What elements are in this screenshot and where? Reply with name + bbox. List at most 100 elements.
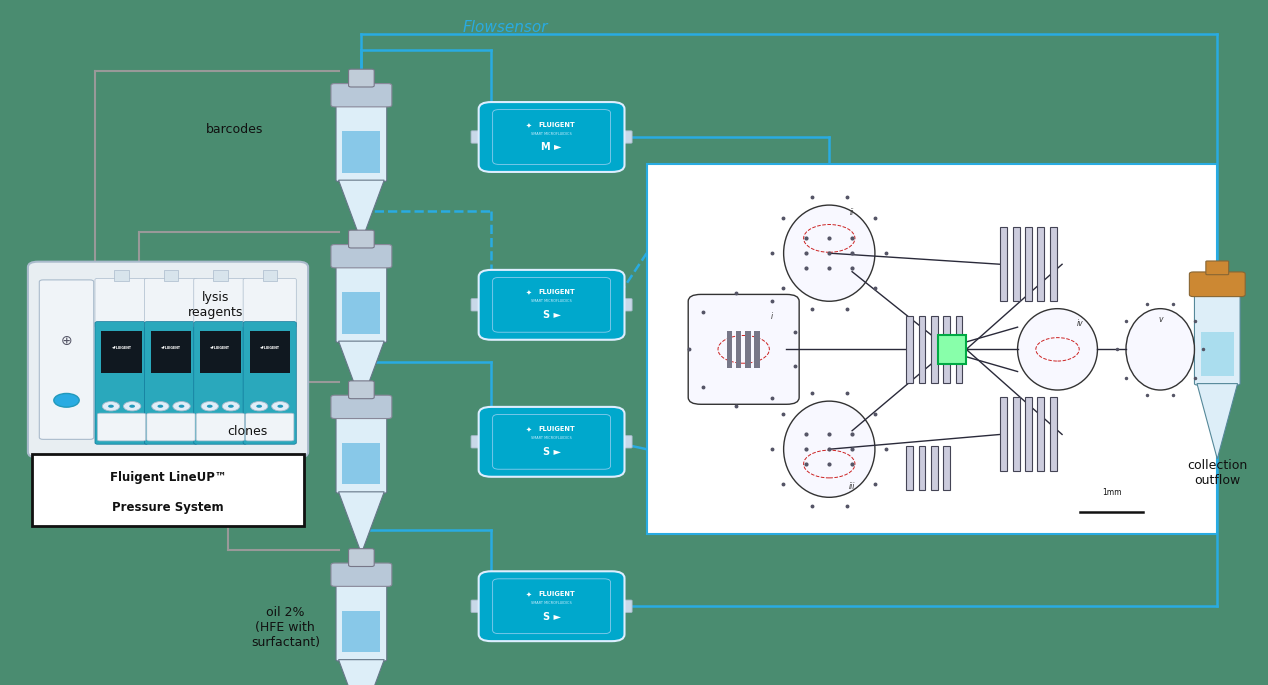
FancyBboxPatch shape (336, 103, 387, 182)
FancyBboxPatch shape (472, 600, 492, 612)
FancyBboxPatch shape (1189, 272, 1245, 297)
Bar (943, 445, 950, 490)
Bar (1000, 397, 1007, 471)
Bar (647, 164, 1217, 534)
Bar (931, 316, 938, 383)
FancyBboxPatch shape (1194, 293, 1240, 385)
Polygon shape (339, 492, 384, 553)
Text: ✦FLUIGENT: ✦FLUIGENT (112, 346, 132, 350)
Bar (918, 445, 926, 490)
Circle shape (222, 401, 240, 411)
FancyBboxPatch shape (95, 278, 148, 327)
Text: 1mm: 1mm (1102, 488, 1121, 497)
Text: ✦: ✦ (526, 427, 531, 433)
FancyBboxPatch shape (472, 131, 492, 143)
Text: ✦: ✦ (526, 592, 531, 597)
Text: ✦: ✦ (526, 123, 531, 128)
FancyBboxPatch shape (479, 102, 624, 172)
Text: FLUIGENT: FLUIGENT (539, 122, 574, 127)
Text: lysis
reagents: lysis reagents (188, 291, 243, 319)
Polygon shape (339, 341, 384, 403)
Bar (744, 331, 751, 368)
Bar (1201, 332, 1234, 377)
FancyBboxPatch shape (145, 278, 198, 327)
Bar (262, 271, 276, 282)
Bar (943, 316, 950, 383)
Bar (907, 316, 913, 383)
Text: ✦FLUIGENT: ✦FLUIGENT (210, 346, 231, 350)
Circle shape (129, 405, 134, 408)
FancyBboxPatch shape (331, 395, 392, 419)
Text: SMART MICROFLUIDICS: SMART MICROFLUIDICS (531, 436, 572, 440)
FancyBboxPatch shape (243, 278, 297, 327)
Bar (1000, 227, 1007, 301)
Bar (938, 334, 966, 364)
Text: FLUIGENT: FLUIGENT (539, 427, 574, 432)
FancyBboxPatch shape (197, 413, 245, 441)
FancyBboxPatch shape (194, 322, 247, 444)
Circle shape (256, 405, 262, 408)
Text: ✦FLUIGENT: ✦FLUIGENT (260, 346, 280, 350)
FancyBboxPatch shape (479, 571, 624, 641)
Circle shape (157, 405, 164, 408)
Bar (114, 271, 129, 282)
FancyBboxPatch shape (331, 84, 392, 107)
Text: ✦: ✦ (526, 290, 531, 296)
Bar (342, 132, 380, 173)
FancyBboxPatch shape (611, 131, 631, 143)
FancyBboxPatch shape (336, 415, 387, 493)
Circle shape (53, 393, 79, 407)
Bar (1013, 227, 1019, 301)
Text: SMART MICROFLUIDICS: SMART MICROFLUIDICS (531, 601, 572, 605)
Bar (164, 271, 179, 282)
Circle shape (202, 401, 218, 411)
FancyBboxPatch shape (28, 262, 308, 458)
Bar (101, 332, 142, 373)
Text: SMART MICROFLUIDICS: SMART MICROFLUIDICS (531, 132, 572, 136)
FancyBboxPatch shape (39, 280, 94, 439)
Bar (1050, 227, 1056, 301)
Text: Pressure System: Pressure System (112, 501, 224, 514)
Text: collection
outflow: collection outflow (1187, 459, 1248, 487)
FancyBboxPatch shape (95, 322, 148, 444)
Bar (918, 316, 926, 383)
FancyBboxPatch shape (336, 583, 387, 661)
Text: ⊕: ⊕ (61, 334, 72, 348)
FancyBboxPatch shape (611, 600, 631, 612)
FancyBboxPatch shape (194, 278, 247, 327)
FancyBboxPatch shape (479, 407, 624, 477)
FancyBboxPatch shape (472, 436, 492, 448)
FancyBboxPatch shape (246, 413, 294, 441)
Bar (1013, 397, 1019, 471)
FancyBboxPatch shape (689, 295, 799, 404)
FancyBboxPatch shape (147, 413, 195, 441)
Text: clones: clones (227, 425, 268, 438)
Text: S ►: S ► (543, 447, 560, 457)
Text: barcodes: barcodes (205, 123, 264, 136)
Text: i: i (771, 312, 773, 321)
Bar (1025, 397, 1032, 471)
Bar (342, 611, 380, 652)
Bar (727, 331, 733, 368)
Bar (151, 332, 191, 373)
FancyBboxPatch shape (336, 264, 387, 342)
FancyBboxPatch shape (349, 549, 374, 566)
Text: FLUIGENT: FLUIGENT (539, 591, 574, 597)
Bar (907, 445, 913, 490)
Circle shape (278, 405, 283, 408)
Text: ii: ii (850, 208, 855, 217)
Bar (342, 443, 380, 484)
FancyBboxPatch shape (145, 322, 198, 444)
FancyBboxPatch shape (1206, 261, 1229, 275)
Bar (1037, 227, 1045, 301)
Text: Flowsensor: Flowsensor (463, 20, 548, 35)
Bar (956, 316, 962, 383)
Text: ✦FLUIGENT: ✦FLUIGENT (161, 346, 181, 350)
Bar (754, 331, 760, 368)
Bar (250, 332, 290, 373)
FancyBboxPatch shape (331, 245, 392, 268)
Circle shape (172, 401, 190, 411)
FancyBboxPatch shape (611, 299, 631, 311)
Circle shape (152, 401, 169, 411)
Bar (1050, 397, 1056, 471)
